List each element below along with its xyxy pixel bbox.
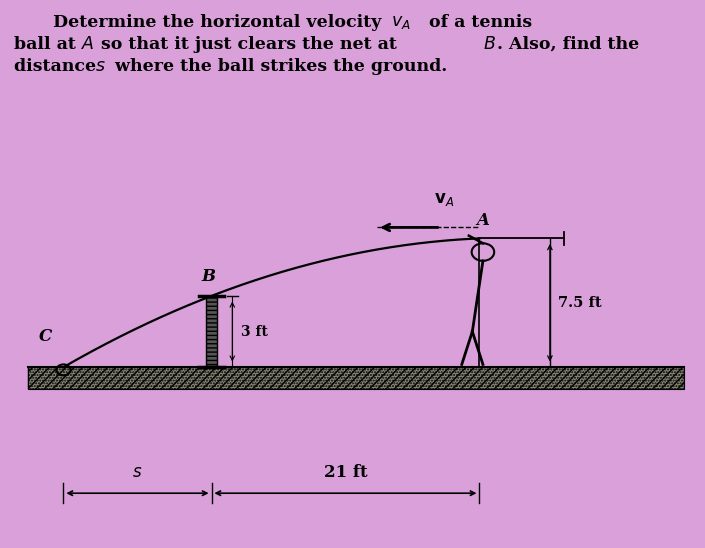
Text: A: A xyxy=(477,212,489,229)
Text: $v_A$: $v_A$ xyxy=(391,14,411,31)
Text: distance: distance xyxy=(14,58,102,75)
Text: ball at: ball at xyxy=(14,36,82,53)
Text: Determine the horizontal velocity: Determine the horizontal velocity xyxy=(54,14,388,31)
Text: of a tennis: of a tennis xyxy=(423,14,532,31)
Text: 21 ft: 21 ft xyxy=(324,464,367,481)
Text: 7.5 ft: 7.5 ft xyxy=(558,296,602,310)
Text: $s$: $s$ xyxy=(95,58,106,75)
Bar xyxy=(28,367,684,389)
Text: so that it just clears the net at: so that it just clears the net at xyxy=(95,36,403,53)
Text: $B$: $B$ xyxy=(483,36,496,53)
Text: $s$: $s$ xyxy=(133,464,142,481)
Text: C: C xyxy=(39,328,52,345)
Text: B: B xyxy=(201,268,215,285)
Text: $A$: $A$ xyxy=(81,36,94,53)
Text: where the ball strikes the ground.: where the ball strikes the ground. xyxy=(109,58,448,75)
Bar xyxy=(28,367,684,389)
Bar xyxy=(206,296,217,367)
Text: $\mathbf{v}_A$: $\mathbf{v}_A$ xyxy=(434,191,454,208)
Text: 3 ft: 3 ft xyxy=(241,324,268,339)
Text: . Also, find the: . Also, find the xyxy=(497,36,639,53)
